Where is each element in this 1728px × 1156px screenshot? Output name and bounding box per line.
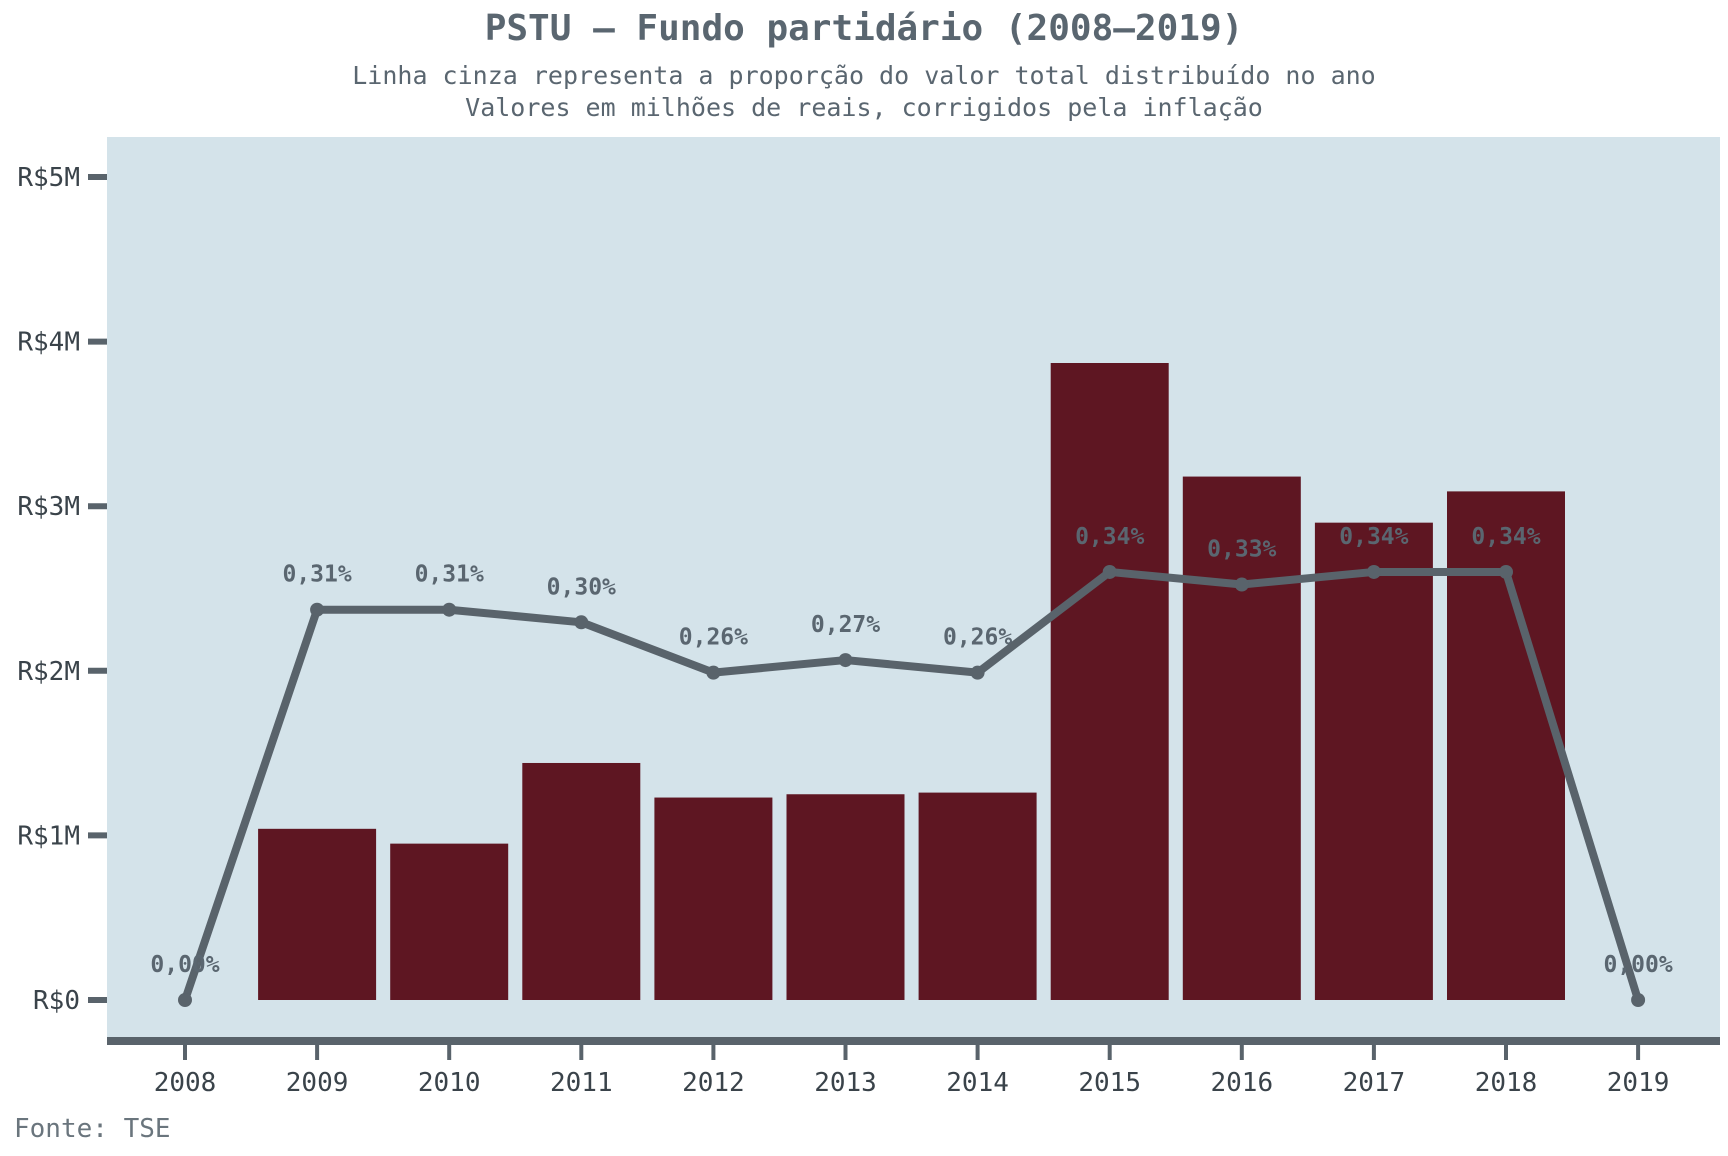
proportion-point	[310, 602, 325, 617]
chart-subtitle-line-2: Valores em milhões de reais, corrigidos …	[465, 93, 1263, 122]
bar	[786, 794, 905, 1000]
y-axis: R$0 R$1M R$2M R$3M R$4M R$5M	[17, 163, 107, 1016]
x-tick-label: 2008	[154, 1068, 217, 1098]
proportion-point	[574, 615, 589, 630]
proportion-point	[970, 665, 985, 680]
proportion-point	[1234, 577, 1249, 592]
proportion-label: 0,30%	[547, 574, 616, 600]
proportion-label: 0,00%	[150, 952, 219, 978]
proportion-line-series	[178, 564, 1646, 1007]
proportion-point	[1102, 564, 1117, 579]
bar	[390, 843, 509, 1000]
proportion-label: 0,26%	[679, 625, 748, 651]
proportion-point	[706, 665, 721, 680]
y-tick-label: R$5M	[17, 163, 80, 193]
x-tick-label: 2016	[1210, 1068, 1273, 1098]
proportion-point	[178, 993, 192, 1007]
proportion-label: 0,34%	[1471, 524, 1540, 550]
proportion-labels: 0,00% 0,31% 0,31% 0,30% 0,26% 0,27% 0,26% 0,34%…	[150, 524, 1672, 978]
proportion-label: 0,34%	[1339, 524, 1408, 550]
chart-subtitle-line-1: Linha cinza representa a proporção do va…	[352, 61, 1376, 90]
x-tick-label: 2014	[946, 1068, 1009, 1098]
x-tick-label: 2013	[814, 1068, 877, 1098]
proportion-label: 0,00%	[1603, 952, 1672, 978]
bar	[1182, 476, 1301, 1000]
proportion-point	[838, 653, 853, 668]
bar	[654, 797, 773, 1000]
x-tick-label: 2012	[682, 1068, 745, 1098]
y-tick-label: R$0	[33, 986, 80, 1016]
x-tick-label: 2011	[550, 1068, 613, 1098]
proportion-point	[442, 602, 457, 617]
x-tick-label: 2017	[1343, 1068, 1406, 1098]
proportion-label: 0,26%	[943, 625, 1012, 651]
x-tick-label: 2010	[418, 1068, 481, 1098]
chart-title: PSTU – Fundo partidário (2008–2019)	[485, 8, 1244, 49]
x-axis-line	[107, 1037, 1720, 1045]
proportion-label: 0,27%	[811, 612, 880, 638]
bar	[522, 762, 641, 1000]
x-tick-label: 2009	[286, 1068, 349, 1098]
bar-series	[258, 362, 1565, 1000]
proportion-label: 0,31%	[415, 562, 484, 588]
y-tick-label: R$1M	[17, 821, 80, 851]
x-tick-label: 2018	[1475, 1068, 1538, 1098]
x-axis: 2008 2009 2010 2011 2012 2013 2014 2015 2016 2017…	[154, 1045, 1670, 1098]
proportion-point	[1631, 993, 1646, 1007]
y-tick-label: R$4M	[17, 328, 80, 358]
bar	[918, 792, 1037, 1000]
y-tick-label: R$3M	[17, 492, 80, 522]
x-tick-label: 2019	[1607, 1068, 1670, 1098]
y-tick-label: R$2M	[17, 657, 80, 687]
x-tick-label: 2015	[1078, 1068, 1141, 1098]
bar	[258, 828, 377, 1000]
proportion-label: 0,31%	[282, 562, 351, 588]
bar	[1314, 522, 1433, 1000]
source-note: Fonte: TSE	[14, 1114, 171, 1144]
bar	[1050, 362, 1169, 1000]
proportion-point	[1366, 564, 1381, 579]
proportion-line	[181, 567, 1642, 1002]
proportion-label: 0,34%	[1075, 524, 1144, 550]
proportion-label: 0,33%	[1207, 537, 1276, 563]
proportion-point	[1499, 564, 1513, 579]
